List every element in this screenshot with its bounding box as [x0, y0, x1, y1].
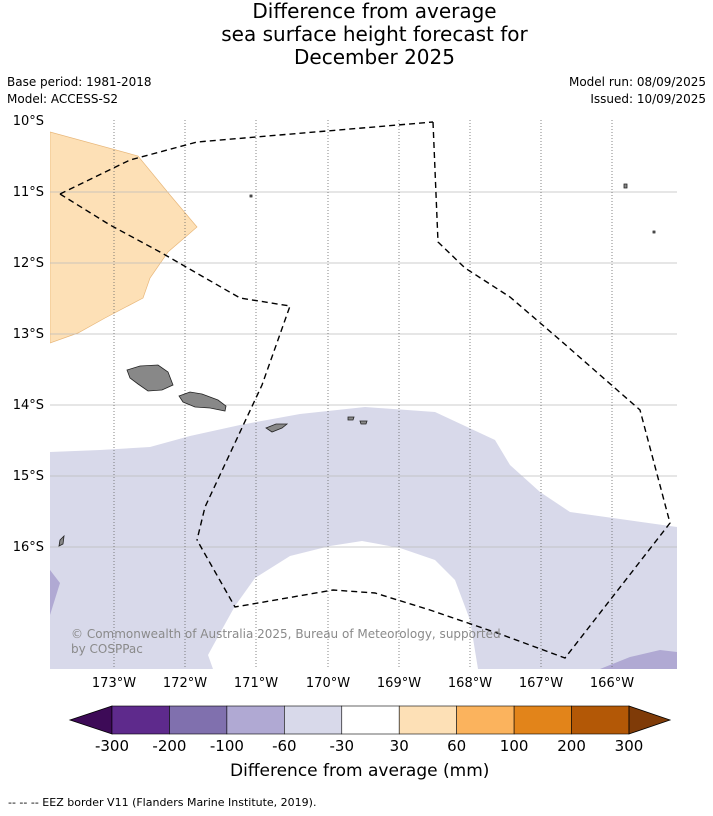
- lon-label: 167°W: [519, 676, 563, 691]
- issued-date: Issued: 10/09/2025: [590, 92, 706, 106]
- samoa-islands: [58, 183, 656, 547]
- title-line-3: December 2025: [294, 45, 455, 69]
- lon-label: 172°W: [163, 676, 207, 691]
- colorbar-tick-label: -60: [272, 737, 297, 755]
- colorbar-tick-label: 30: [390, 737, 409, 755]
- colorbar-tick-label: -30: [330, 737, 355, 755]
- eez-samoa-boundary: [59, 193, 291, 541]
- colorbar-segment: [111, 705, 170, 735]
- colorbar-segment: [169, 705, 228, 735]
- lat-label: 10°S: [13, 114, 44, 129]
- eez-american-samoa-boundary: [196, 121, 671, 659]
- model-name: Model: ACCESS-S2: [7, 92, 119, 106]
- colorbar: -300 -200 -100 -60 -30 30 60 100 200 300: [68, 705, 672, 755]
- negative-anomaly-pocket-left: [50, 570, 60, 615]
- manua-island-2: [359, 420, 368, 425]
- small-islet-east: [652, 230, 656, 234]
- tutuila-island: [265, 423, 289, 433]
- colorbar-tick-label: 100: [500, 737, 529, 755]
- copyright-notice: © Commonwealth of Australia 2025, Bureau…: [71, 627, 501, 641]
- colorbar-tick-label: -200: [152, 737, 186, 755]
- colorbar-segment: [571, 705, 630, 735]
- meta-right: Model run: 08/09/2025 Issued: 10/09/2025: [569, 74, 706, 108]
- lat-label: 11°S: [13, 185, 44, 200]
- meta-left: Base period: 1981-2018 Model: ACCESS-S2: [7, 74, 152, 108]
- colorbar-tick-label: 60: [447, 737, 466, 755]
- colorbar-extension-low: [68, 705, 113, 735]
- tokelau-islet: [623, 183, 628, 189]
- lat-label: 13°S: [13, 327, 44, 342]
- model-run: Model run: 08/09/2025: [568, 75, 706, 89]
- savaii-island: [126, 364, 174, 392]
- colorbar-segment: [284, 705, 343, 735]
- map-area: © Commonwealth of Australia 2025, Bureau…: [50, 120, 677, 669]
- lon-label: 169°W: [377, 676, 421, 691]
- eez-borders: [59, 121, 671, 659]
- upolu-island: [178, 391, 227, 412]
- lat-label: 15°S: [13, 469, 44, 484]
- colorbar-title: Difference from average (mm): [230, 761, 490, 781]
- lon-label: 173°W: [92, 676, 136, 691]
- title-line-2: sea surface height forecast for: [221, 22, 528, 46]
- eez-caption: -- -- -- EEZ border V11 (Flanders Marine…: [8, 796, 317, 809]
- colorbar-segment: [398, 705, 457, 735]
- negative-anomaly-region: [50, 407, 677, 669]
- colorbar-tick-label: -100: [210, 737, 244, 755]
- longitude-labels: 173°W 172°W 171°W 170°W 169°W 168°W 167°…: [92, 676, 634, 691]
- colorbar-segment: [341, 705, 400, 735]
- lat-label: 12°S: [13, 256, 44, 271]
- negative-anomaly-pocket-right: [600, 650, 677, 669]
- latitude-labels: 10°S 11°S 12°S 13°S 14°S 15°S 16°S: [13, 114, 44, 555]
- chart-title: Difference from average sea surface heig…: [0, 0, 713, 69]
- positive-anomaly-region: [50, 131, 198, 344]
- colorbar-segment: [226, 705, 285, 735]
- lon-label: 168°W: [448, 676, 492, 691]
- colorbar-segment: [513, 705, 572, 735]
- title-line-1: Difference from average: [252, 0, 497, 23]
- eez-northern-line: [59, 121, 434, 195]
- lon-label: 170°W: [306, 676, 350, 691]
- lat-label: 16°S: [13, 540, 44, 555]
- base-period: Base period: 1981-2018: [7, 75, 152, 89]
- colorbar-extension-high: [628, 705, 672, 735]
- lat-label: 14°S: [13, 398, 44, 413]
- latitude-gridlines: [50, 191, 677, 548]
- small-islet-southwest: [58, 534, 65, 547]
- colorbar-tick-label: 300: [615, 737, 644, 755]
- copyright-notice-line-2: by COSPPac: [71, 642, 143, 656]
- swains-island: [249, 194, 253, 198]
- colorbar-tick-label: -300: [95, 737, 129, 755]
- colorbar-tick-label: 200: [557, 737, 586, 755]
- lon-label: 166°W: [590, 676, 634, 691]
- lon-label: 171°W: [234, 676, 278, 691]
- colorbar-segment: [456, 705, 515, 735]
- manua-island-1: [347, 416, 355, 421]
